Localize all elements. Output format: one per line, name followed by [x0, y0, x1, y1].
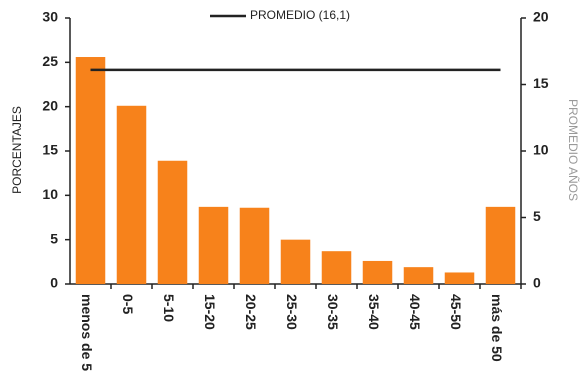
bar: [403, 267, 434, 284]
y-tick-label: 30: [42, 9, 58, 25]
x-tick-label: 15-20: [202, 294, 218, 330]
legend-label: PROMEDIO (16,1): [250, 8, 350, 22]
x-tick-label: 35-40: [366, 294, 382, 330]
bar: [485, 206, 516, 284]
x-tick-label: 20-25: [243, 294, 259, 330]
bar: [362, 260, 393, 284]
bar: [280, 239, 311, 284]
bar: [116, 105, 147, 284]
y-tick-label: 20: [42, 97, 58, 113]
x-tick-label: 45-50: [448, 294, 464, 330]
y-tick-label: 10: [42, 186, 58, 202]
x-tick-label: 25-30: [284, 294, 300, 330]
y-tick-label: 25: [42, 53, 58, 69]
bar: [321, 251, 352, 284]
x-tick-label: menos de 5: [79, 294, 95, 371]
bar: [198, 206, 229, 284]
x-tick-label: 5-10: [161, 294, 177, 322]
y2-tick-label: 5: [533, 208, 541, 224]
x-tick-label: 40-45: [407, 294, 423, 330]
y2-tick-label: 15: [533, 75, 549, 91]
y2-tick-label: 0: [533, 275, 541, 291]
y-axis-label: PORCENTAJES: [10, 106, 24, 194]
y2-axis-label: PROMEDIO AÑOS: [566, 99, 580, 201]
y-tick-label: 15: [42, 142, 58, 158]
x-tick-label: 0-5: [120, 294, 136, 314]
bar: [157, 160, 188, 284]
bar: [239, 207, 270, 284]
y2-tick-label: 20: [533, 9, 549, 25]
x-tick-label: 30-35: [325, 294, 341, 330]
y-tick-label: 5: [50, 230, 58, 246]
y-tick-label: 0: [50, 275, 58, 291]
bar: [444, 272, 475, 284]
x-tick-label: más de 50: [489, 294, 505, 362]
bar: [75, 57, 106, 284]
y2-tick-label: 10: [533, 142, 549, 158]
